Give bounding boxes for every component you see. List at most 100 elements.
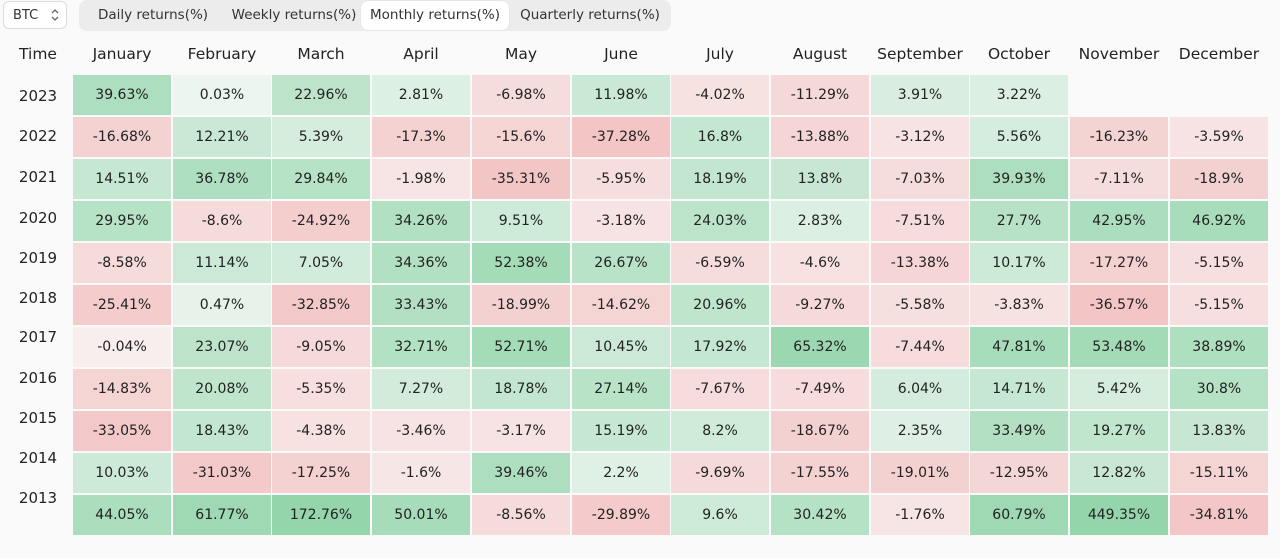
return-cell xyxy=(1070,75,1168,115)
return-cell: -1.98% xyxy=(372,159,470,199)
return-cell: 53.48% xyxy=(1070,327,1168,367)
return-cell: 10.17% xyxy=(970,243,1068,283)
return-cell: -35.31% xyxy=(472,159,570,199)
return-cell: 65.32% xyxy=(771,327,869,367)
month-header-august: August xyxy=(792,45,848,63)
return-cell: 7.27% xyxy=(372,369,470,409)
return-cell: 18.19% xyxy=(671,159,769,199)
month-header-december: December xyxy=(1178,45,1260,63)
return-cell: -1.6% xyxy=(372,453,470,493)
return-cell: 13.8% xyxy=(771,159,869,199)
return-cell: -3.46% xyxy=(372,411,470,451)
time-column-header: Time xyxy=(19,45,57,63)
return-cell: -17.25% xyxy=(272,453,370,493)
return-cell: -7.11% xyxy=(1070,159,1168,199)
return-cell: 2.35% xyxy=(871,411,969,451)
return-cell: 7.05% xyxy=(272,243,370,283)
year-label-2020: 2020 xyxy=(18,209,58,227)
month-header-june: June xyxy=(604,45,638,63)
return-cell: 34.36% xyxy=(372,243,470,283)
year-label-2017: 2017 xyxy=(18,328,58,346)
return-cell: -9.69% xyxy=(671,453,769,493)
return-cell: 5.39% xyxy=(272,117,370,157)
year-label-2013: 2013 xyxy=(18,489,58,507)
return-cell: -5.35% xyxy=(272,369,370,409)
year-label-2015: 2015 xyxy=(18,409,58,427)
return-cell: -7.03% xyxy=(871,159,969,199)
return-cell: -13.38% xyxy=(871,243,969,283)
return-cell: 30.8% xyxy=(1170,369,1268,409)
return-cell: -17.27% xyxy=(1070,243,1168,283)
year-label-2023: 2023 xyxy=(18,87,58,105)
month-header-october: October xyxy=(987,45,1051,63)
return-cell: -32.85% xyxy=(272,285,370,325)
return-cell: -12.95% xyxy=(970,453,1068,493)
year-label-2014: 2014 xyxy=(18,449,58,467)
return-cell: -4.02% xyxy=(671,75,769,115)
return-cell: -19.01% xyxy=(871,453,969,493)
toolbar: BTC Daily returns(%) Weekly returns(%) M… xyxy=(0,0,1280,34)
return-cell: -14.62% xyxy=(572,285,670,325)
return-cell: 13.83% xyxy=(1170,411,1268,451)
tab-quarterly-returns[interactable]: Quarterly returns(%) xyxy=(520,7,660,23)
return-cell: 42.95% xyxy=(1070,201,1168,241)
return-cell: 29.84% xyxy=(272,159,370,199)
return-cell: 39.93% xyxy=(970,159,1068,199)
return-cell: -7.51% xyxy=(871,201,969,241)
return-cell: -25.41% xyxy=(73,285,171,325)
month-header-january: January xyxy=(92,45,152,63)
return-cell: -3.83% xyxy=(970,285,1068,325)
return-cell: 17.92% xyxy=(671,327,769,367)
return-cell: 22.96% xyxy=(272,75,370,115)
return-cell: -24.92% xyxy=(272,201,370,241)
return-cell: 3.22% xyxy=(970,75,1068,115)
tab-monthly-returns[interactable]: Monthly returns(%) xyxy=(361,1,509,30)
return-cell: -7.49% xyxy=(771,369,869,409)
returns-period-tabs: Daily returns(%) Weekly returns(%) Month… xyxy=(79,0,671,31)
return-cell: 34.26% xyxy=(372,201,470,241)
month-header-april: April xyxy=(403,45,439,63)
return-cell: 20.08% xyxy=(173,369,271,409)
return-cell: -15.11% xyxy=(1170,453,1268,493)
return-cell: 46.92% xyxy=(1170,201,1268,241)
return-cell: 11.98% xyxy=(572,75,670,115)
return-cell: 33.43% xyxy=(372,285,470,325)
return-cell: 26.67% xyxy=(572,243,670,283)
month-header-february: February xyxy=(187,45,257,63)
return-cell: -16.68% xyxy=(73,117,171,157)
return-cell: 14.71% xyxy=(970,369,1068,409)
return-cell: -5.58% xyxy=(871,285,969,325)
return-cell: -33.05% xyxy=(73,411,171,451)
return-cell: 19.27% xyxy=(1070,411,1168,451)
return-cell: -9.05% xyxy=(272,327,370,367)
return-cell: -1.76% xyxy=(871,495,969,535)
return-cell: 8.2% xyxy=(671,411,769,451)
return-cell: 27.7% xyxy=(970,201,1068,241)
return-cell: 52.38% xyxy=(472,243,570,283)
return-cell: -7.44% xyxy=(871,327,969,367)
return-cell: -31.03% xyxy=(173,453,271,493)
year-label-2018: 2018 xyxy=(18,289,58,307)
return-cell: 23.07% xyxy=(173,327,271,367)
return-cell: 32.71% xyxy=(372,327,470,367)
return-cell: 52.71% xyxy=(472,327,570,367)
return-cell: 18.78% xyxy=(472,369,570,409)
return-cell: 6.04% xyxy=(871,369,969,409)
tab-weekly-returns[interactable]: Weekly returns(%) xyxy=(231,7,357,23)
return-cell: -7.67% xyxy=(671,369,769,409)
tab-daily-returns[interactable]: Daily returns(%) xyxy=(97,7,209,23)
return-cell: -0.04% xyxy=(73,327,171,367)
return-cell: -17.55% xyxy=(771,453,869,493)
return-cell: -8.6% xyxy=(173,201,271,241)
month-header-september: September xyxy=(877,45,963,63)
asset-select[interactable]: BTC xyxy=(3,1,67,29)
return-cell: 2.2% xyxy=(572,453,670,493)
return-cell: 0.47% xyxy=(173,285,271,325)
return-cell: -6.59% xyxy=(671,243,769,283)
return-cell: 27.14% xyxy=(572,369,670,409)
return-cell: 60.79% xyxy=(970,495,1068,535)
year-label-2016: 2016 xyxy=(18,369,58,387)
return-cell: 172.76% xyxy=(272,495,370,535)
return-cell: 50.01% xyxy=(372,495,470,535)
return-cell: 5.56% xyxy=(970,117,1068,157)
